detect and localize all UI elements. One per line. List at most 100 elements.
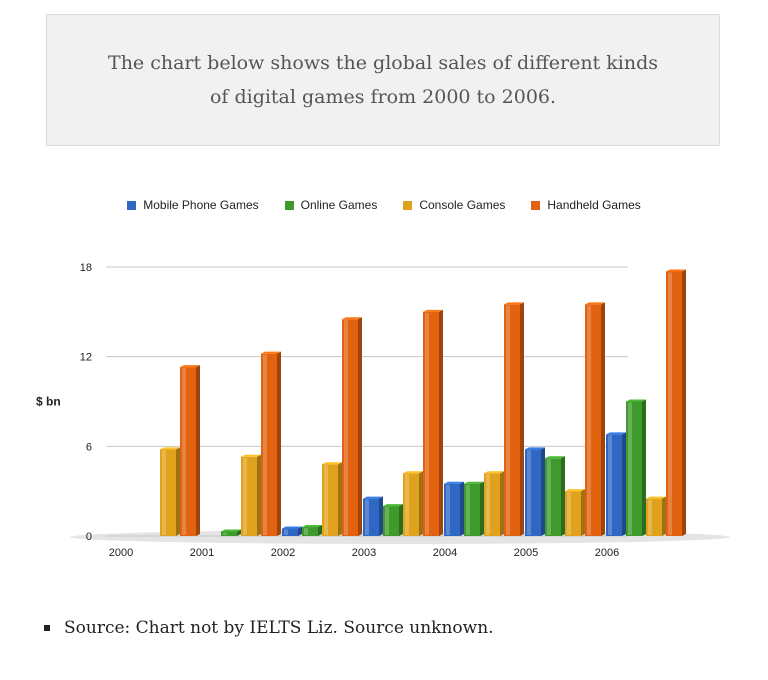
bar-console-2004 [484, 471, 504, 536]
bar-chart: 0 6 12 18 $ bn 2000 2001 2002 2003 2004 2005 2006 [36, 262, 730, 559]
bar-side [601, 302, 605, 536]
bar-highlight [182, 368, 186, 535]
bar-highlight [365, 499, 369, 535]
bar-top [545, 456, 565, 459]
bar-side [642, 399, 646, 536]
bar-top [423, 309, 443, 312]
x-tick-label-2000: 2000 [109, 547, 133, 559]
bar-side [622, 432, 626, 536]
bar-front [403, 473, 419, 536]
bar-highlight [223, 532, 227, 535]
bar-front [342, 319, 358, 536]
bar-side [581, 489, 585, 536]
bar-side [318, 525, 322, 536]
x-tick-label-2002: 2002 [271, 547, 295, 559]
bar-handheld-2001 [261, 351, 281, 536]
bar-highlight [608, 435, 612, 535]
chart-caption-box: The chart below shows the global sales o… [46, 14, 720, 146]
bar-side [298, 526, 302, 536]
bar-front [302, 527, 318, 536]
bar-top [464, 481, 484, 484]
bar-side [237, 529, 241, 536]
legend-item-handheld: Handheld Games [531, 196, 641, 214]
legend-label-console: Console Games [419, 198, 506, 212]
bar-front [221, 531, 237, 536]
bar-top [302, 525, 322, 528]
bar-top [322, 462, 342, 465]
x-tick-label-2005: 2005 [514, 547, 538, 559]
bar-front [261, 353, 277, 536]
bar-front [585, 304, 601, 536]
bar-top [241, 454, 261, 457]
bar-side [682, 269, 686, 536]
bar-side [338, 462, 342, 536]
legend-label-online: Online Games [300, 198, 378, 212]
bar-handheld-2005 [585, 302, 605, 536]
bar-top [606, 432, 626, 435]
legend-label-handheld: Handheld Games [547, 198, 641, 212]
bar-online-2004 [464, 481, 484, 536]
bar-handheld-2004 [504, 302, 524, 536]
bar-side [257, 454, 261, 536]
bar-mobile-2006 [606, 432, 626, 536]
bar-side [439, 309, 443, 536]
y-tick-label-12: 12 [80, 352, 92, 364]
bar-side [176, 447, 180, 536]
x-tick-label-2003: 2003 [352, 547, 376, 559]
bar-top [160, 447, 180, 450]
y-axis-label: $ bn [36, 395, 61, 409]
bar-side [520, 302, 524, 536]
legend-item-console: Console Games [403, 196, 505, 214]
bar-online-2006 [626, 399, 646, 536]
source-text: Source: Chart not by IELTS Liz. Source u… [64, 618, 494, 638]
bar-highlight [668, 272, 672, 535]
chart-legend: Mobile Phone Games Online Games Console Ga… [0, 196, 768, 214]
bar-console-2002 [322, 462, 342, 536]
bar-front [666, 271, 682, 536]
bullet-icon [44, 625, 50, 631]
bar-highlight [628, 402, 632, 535]
bar-handheld-2006 [666, 269, 686, 536]
legend-swatch-console [403, 200, 413, 210]
bar-side [561, 456, 565, 536]
bar-side [500, 471, 504, 536]
bar-front [565, 491, 581, 536]
bar-highlight [486, 474, 490, 535]
bar-side [358, 317, 362, 536]
bar-front [282, 528, 298, 536]
bar-top [484, 471, 504, 474]
x-tick-label-2004: 2004 [433, 547, 457, 559]
chart-caption: The chart below shows the global sales o… [108, 52, 658, 108]
bar-highlight [567, 492, 571, 535]
bar-front [444, 483, 460, 536]
bar-front [464, 483, 480, 536]
bar-online-2003 [383, 504, 403, 536]
bar-console-2003 [403, 471, 423, 536]
bar-highlight [385, 507, 389, 535]
bar-online-2002 [302, 525, 322, 536]
bar-top [504, 302, 524, 305]
bar-mobile-2004 [444, 481, 464, 536]
bar-top [383, 504, 403, 507]
bar-front [504, 304, 520, 536]
bar-side [379, 496, 383, 536]
bar-highlight [547, 459, 551, 535]
source-note: Source: Chart not by IELTS Liz. Source u… [44, 618, 744, 638]
bar-highlight [162, 450, 166, 535]
bar-top [565, 489, 585, 492]
bar-top [646, 496, 666, 499]
bar-front [545, 458, 561, 536]
bar-console-2006 [646, 496, 666, 536]
bar-online-2005 [545, 456, 565, 536]
bar-highlight [243, 457, 247, 535]
legend-label-mobile: Mobile Phone Games [143, 198, 259, 212]
bar-highlight [263, 354, 267, 535]
bar-front [525, 449, 541, 536]
bar-handheld-2003 [423, 309, 443, 536]
bar-front [160, 449, 176, 536]
x-tick-label-2001: 2001 [190, 547, 214, 559]
bar-side [196, 365, 200, 536]
legend-swatch-mobile [127, 200, 137, 210]
bar-front [241, 456, 257, 536]
legend-item-online: Online Games [284, 196, 378, 214]
